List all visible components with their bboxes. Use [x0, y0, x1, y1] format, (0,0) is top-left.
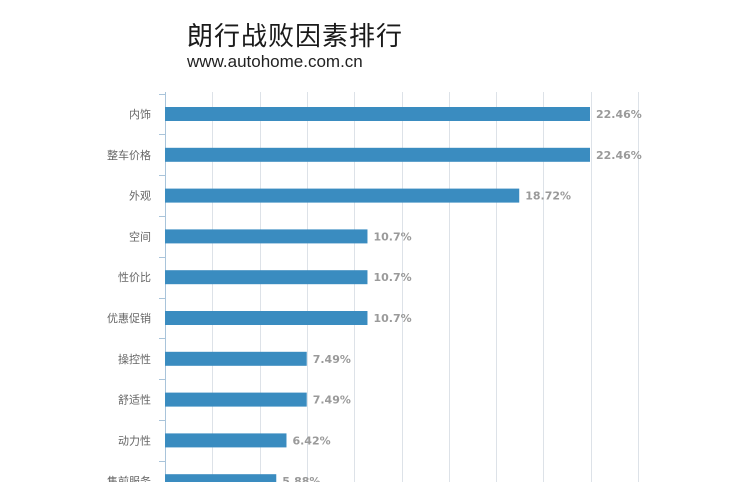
value-label: 18.72%	[525, 190, 571, 203]
value-label: 5.88%	[282, 475, 320, 482]
bar	[165, 392, 307, 407]
category-label: 优惠促销	[107, 311, 151, 325]
value-label: 10.7%	[373, 271, 411, 284]
bar	[165, 107, 590, 121]
category-label: 性价比	[118, 270, 151, 284]
bar	[165, 188, 520, 203]
bar	[165, 351, 307, 366]
bar	[165, 147, 590, 162]
value-label: 10.7%	[373, 312, 411, 325]
chart-subtitle: www.autohome.com.cn	[187, 52, 363, 71]
category-label: 空间	[129, 229, 151, 243]
category-label: 整车价格	[107, 148, 151, 162]
category-label: 操控性	[118, 352, 151, 366]
category-label: 内饰	[129, 107, 151, 121]
value-label: 22.46%	[596, 108, 642, 121]
bar	[165, 474, 277, 482]
bar	[165, 311, 368, 325]
bar	[165, 229, 368, 244]
value-label: 7.49%	[313, 394, 351, 407]
chart-title: 朗行战败因素排行	[187, 22, 404, 52]
value-label: 7.49%	[313, 353, 351, 366]
value-label: 22.46%	[596, 149, 642, 162]
category-label: 动力性	[118, 433, 151, 447]
category-label: 售前服务	[107, 474, 151, 482]
value-label: 10.7%	[373, 230, 411, 243]
bar	[165, 270, 368, 285]
category-label: 外观	[129, 190, 151, 203]
bar	[165, 433, 287, 448]
value-label: 6.42%	[292, 434, 330, 447]
category-label: 舒适性	[118, 393, 151, 407]
